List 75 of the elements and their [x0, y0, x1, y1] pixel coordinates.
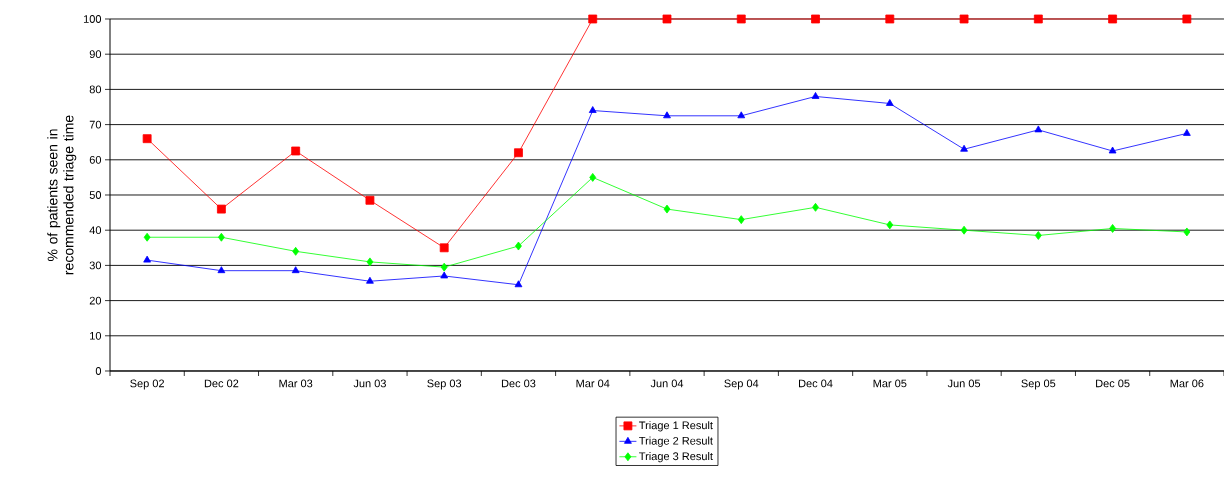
point [366, 257, 374, 267]
y-tick-label: 90 [89, 50, 102, 59]
x-tick-label: Dec 03 [501, 379, 536, 388]
point [217, 204, 226, 214]
point [440, 271, 449, 279]
point [588, 106, 597, 113]
point [218, 232, 225, 242]
x-tick-label: Sep 03 [427, 379, 462, 390]
legend-label: Triage 3 Result [639, 452, 713, 463]
point [737, 215, 745, 225]
point [960, 144, 968, 152]
point [291, 146, 301, 156]
y-tick-label: 100 [83, 15, 102, 23]
y-tick-label: 80 [89, 85, 102, 94]
point [588, 14, 598, 24]
point [439, 243, 449, 253]
point [365, 195, 375, 205]
point [736, 14, 746, 24]
y-tick-label: 30 [89, 261, 102, 270]
x-tick-label: Jun 03 [353, 379, 386, 388]
y-tick-label: 50 [89, 191, 102, 199]
x-tick-label: Jun 05 [947, 379, 981, 388]
x-tick-label: Jun 04 [650, 379, 684, 388]
legend-label: Triage 1 Result [639, 421, 713, 432]
point [1034, 231, 1042, 240]
point [589, 173, 597, 182]
point [515, 241, 522, 251]
point [291, 266, 300, 274]
x-tick-label: Dec 04 [799, 379, 833, 388]
x-tick-label: Dec 05 [1096, 379, 1130, 388]
y-tick-label: 70 [89, 120, 102, 129]
point [440, 262, 448, 272]
point [1182, 14, 1192, 24]
point [1182, 129, 1191, 136]
point [885, 14, 895, 24]
x-tick-label: Sep 02 [130, 379, 164, 390]
x-tick-label: Mar 03 [279, 379, 313, 388]
point [142, 134, 152, 144]
point [885, 99, 894, 106]
legend-label: Triage 2 Result [639, 436, 713, 447]
point [1109, 224, 1116, 233]
point [1034, 125, 1043, 133]
x-tick-label: Sep 04 [724, 379, 759, 390]
point [886, 220, 894, 230]
point [366, 276, 374, 284]
y-tick-label: 0 [95, 367, 102, 375]
point [812, 202, 819, 212]
x-tick-label: Mar 05 [873, 379, 907, 388]
y-tick-label: 40 [89, 226, 102, 235]
point [514, 280, 523, 288]
point [217, 266, 226, 274]
y-tick-label: 20 [89, 296, 102, 305]
x-tick-label: Mar 04 [576, 379, 610, 388]
point [737, 111, 746, 119]
point [1033, 14, 1043, 24]
point [811, 14, 820, 24]
point [960, 225, 968, 235]
point [663, 204, 671, 214]
x-tick-label: Sep 05 [1021, 379, 1056, 390]
point [143, 232, 151, 242]
y-tick-label: 60 [89, 155, 102, 164]
point [663, 111, 671, 119]
y-tick-label: 10 [90, 331, 102, 340]
y-axis-title: % of patients seen in recommended triage time [47, 115, 77, 275]
point [1183, 227, 1191, 237]
point [1108, 14, 1117, 24]
point [959, 14, 969, 24]
x-tick-label: Dec 02 [204, 379, 239, 388]
point [662, 14, 672, 24]
point [1108, 146, 1117, 154]
point [143, 255, 151, 263]
x-tick-label: Mar 06 [1170, 379, 1204, 388]
point [811, 92, 820, 99]
point [292, 246, 300, 256]
point [514, 148, 523, 158]
